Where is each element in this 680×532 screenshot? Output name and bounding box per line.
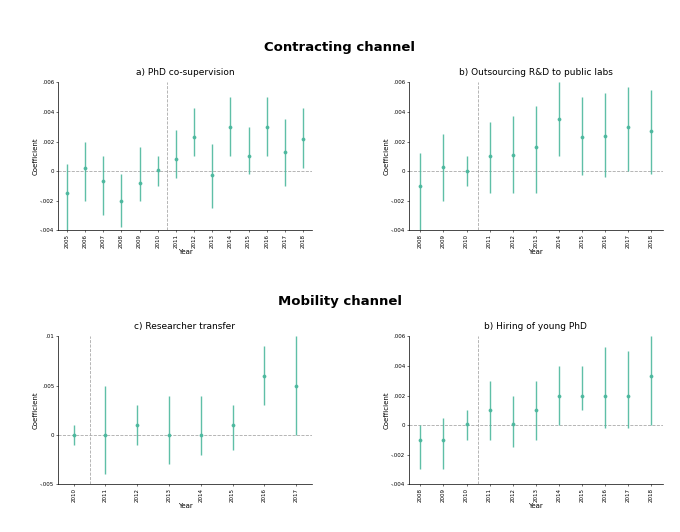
- Text: a) PhD co-supervision: a) PhD co-supervision: [135, 68, 234, 77]
- Y-axis label: Coefficient: Coefficient: [384, 137, 390, 175]
- Y-axis label: Coefficient: Coefficient: [33, 392, 39, 429]
- Y-axis label: Coefficient: Coefficient: [33, 137, 39, 175]
- X-axis label: Year: Year: [177, 503, 192, 509]
- Text: c) Researcher transfer: c) Researcher transfer: [135, 322, 235, 331]
- Y-axis label: Coefficient: Coefficient: [384, 392, 390, 429]
- Text: b) Outsourcing R&D to public labs: b) Outsourcing R&D to public labs: [459, 68, 613, 77]
- Text: Mobility channel: Mobility channel: [278, 295, 402, 309]
- X-axis label: Year: Year: [528, 249, 543, 255]
- Text: b) Hiring of young PhD: b) Hiring of young PhD: [484, 322, 588, 331]
- X-axis label: Year: Year: [177, 249, 192, 255]
- Text: Contracting channel: Contracting channel: [265, 41, 415, 54]
- X-axis label: Year: Year: [528, 503, 543, 509]
